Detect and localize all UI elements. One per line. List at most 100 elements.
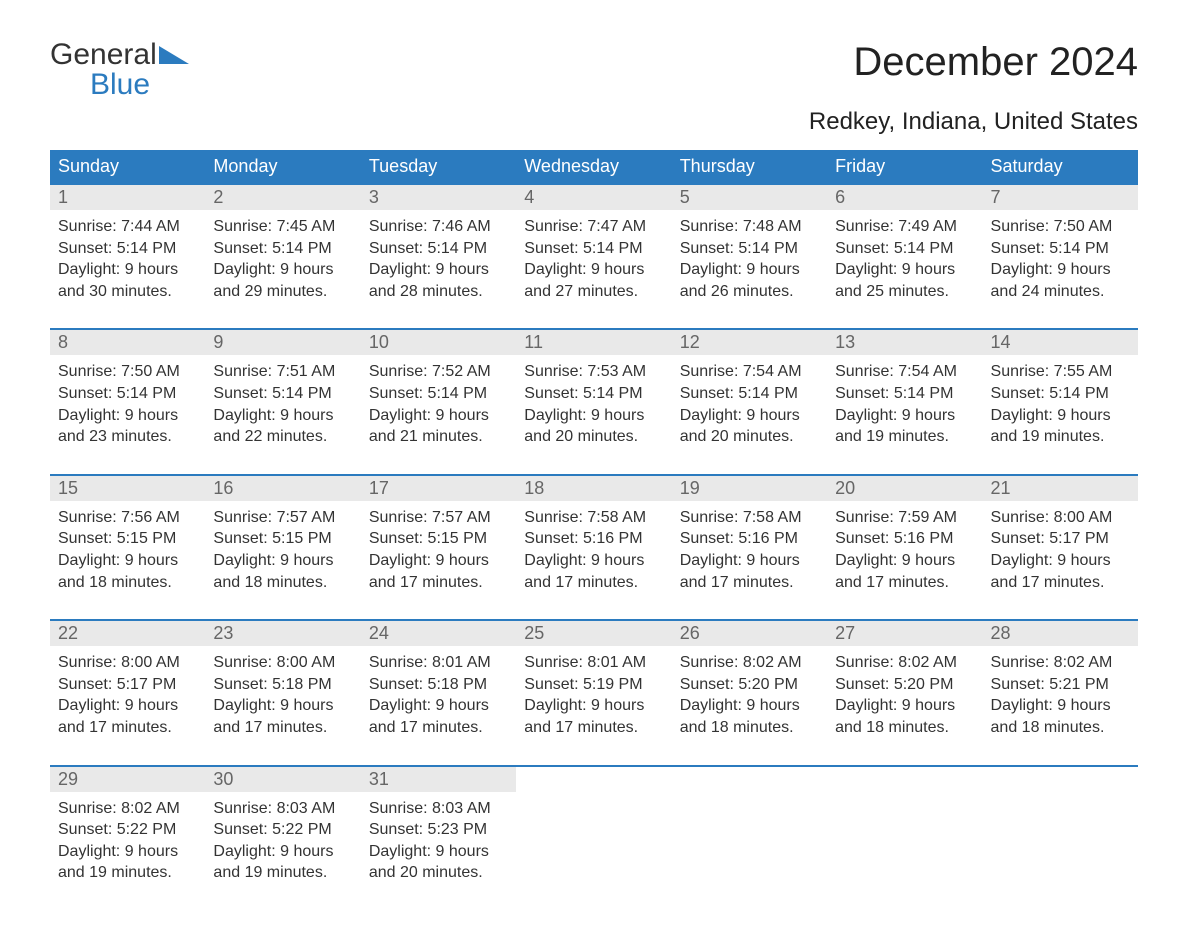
sunset-text: Sunset: 5:14 PM [524, 238, 663, 260]
dl1-text: Daylight: 9 hours [991, 405, 1130, 427]
day-number: 29 [58, 769, 78, 789]
day-content-cell: Sunrise: 8:01 AMSunset: 5:19 PMDaylight:… [516, 646, 671, 765]
week-daynum-row: 29 30 31 [50, 766, 1138, 792]
day-content-cell: Sunrise: 7:57 AMSunset: 5:15 PMDaylight:… [205, 501, 360, 620]
day-content-cell: Sunrise: 7:56 AMSunset: 5:15 PMDaylight:… [50, 501, 205, 620]
sunrise-text: Sunrise: 7:58 AM [680, 507, 819, 529]
day-number: 12 [680, 332, 700, 352]
dl1-text: Daylight: 9 hours [835, 695, 974, 717]
day-number-cell: 3 [361, 184, 516, 210]
dl2-text: and 19 minutes. [58, 862, 197, 884]
dl2-text: and 17 minutes. [991, 572, 1130, 594]
dl1-text: Daylight: 9 hours [369, 405, 508, 427]
day-number: 23 [213, 623, 233, 643]
dl1-text: Daylight: 9 hours [369, 550, 508, 572]
day-number-cell: 18 [516, 475, 671, 501]
sunrise-text: Sunrise: 7:48 AM [680, 216, 819, 238]
day-number-cell [983, 766, 1138, 792]
sunrise-text: Sunrise: 7:57 AM [369, 507, 508, 529]
dl1-text: Daylight: 9 hours [369, 259, 508, 281]
sunrise-text: Sunrise: 7:45 AM [213, 216, 352, 238]
dl2-text: and 22 minutes. [213, 426, 352, 448]
dl2-text: and 25 minutes. [835, 281, 974, 303]
sunset-text: Sunset: 5:23 PM [369, 819, 508, 841]
dl2-text: and 18 minutes. [213, 572, 352, 594]
dl1-text: Daylight: 9 hours [213, 695, 352, 717]
dl1-text: Daylight: 9 hours [991, 259, 1130, 281]
day-number: 4 [524, 187, 534, 207]
day-content-cell: Sunrise: 7:53 AMSunset: 5:14 PMDaylight:… [516, 355, 671, 474]
sunset-text: Sunset: 5:16 PM [680, 528, 819, 550]
sunrise-text: Sunrise: 7:50 AM [991, 216, 1130, 238]
day-number: 13 [835, 332, 855, 352]
sunset-text: Sunset: 5:14 PM [991, 383, 1130, 405]
sunrise-text: Sunrise: 7:59 AM [835, 507, 974, 529]
day-content-cell: Sunrise: 7:51 AMSunset: 5:14 PMDaylight:… [205, 355, 360, 474]
dl1-text: Daylight: 9 hours [524, 695, 663, 717]
day-number: 30 [213, 769, 233, 789]
day-content-cell: Sunrise: 8:02 AMSunset: 5:22 PMDaylight:… [50, 792, 205, 910]
sunset-text: Sunset: 5:15 PM [58, 528, 197, 550]
day-number-cell: 22 [50, 620, 205, 646]
dl2-text: and 21 minutes. [369, 426, 508, 448]
day-number-cell: 11 [516, 329, 671, 355]
sunrise-text: Sunrise: 8:01 AM [369, 652, 508, 674]
day-number-cell: 31 [361, 766, 516, 792]
day-header: Sunday [50, 150, 205, 184]
sunrise-text: Sunrise: 7:58 AM [524, 507, 663, 529]
day-number-cell: 21 [983, 475, 1138, 501]
day-content-cell: Sunrise: 7:48 AMSunset: 5:14 PMDaylight:… [672, 210, 827, 329]
day-content-cell: Sunrise: 7:52 AMSunset: 5:14 PMDaylight:… [361, 355, 516, 474]
day-number-cell: 28 [983, 620, 1138, 646]
dl1-text: Daylight: 9 hours [524, 259, 663, 281]
sunrise-text: Sunrise: 7:52 AM [369, 361, 508, 383]
dl1-text: Daylight: 9 hours [680, 259, 819, 281]
day-number: 22 [58, 623, 78, 643]
day-number-cell: 14 [983, 329, 1138, 355]
day-content-cell [983, 792, 1138, 910]
week-content-row: Sunrise: 7:44 AMSunset: 5:14 PMDaylight:… [50, 210, 1138, 329]
day-number-cell: 16 [205, 475, 360, 501]
day-number: 20 [835, 478, 855, 498]
sunset-text: Sunset: 5:20 PM [835, 674, 974, 696]
sunset-text: Sunset: 5:14 PM [524, 383, 663, 405]
day-content-cell: Sunrise: 7:54 AMSunset: 5:14 PMDaylight:… [672, 355, 827, 474]
sunrise-text: Sunrise: 8:03 AM [213, 798, 352, 820]
day-number: 10 [369, 332, 389, 352]
dl2-text: and 30 minutes. [58, 281, 197, 303]
dl2-text: and 18 minutes. [991, 717, 1130, 739]
sunset-text: Sunset: 5:14 PM [680, 383, 819, 405]
dl1-text: Daylight: 9 hours [680, 405, 819, 427]
day-content-cell: Sunrise: 7:45 AMSunset: 5:14 PMDaylight:… [205, 210, 360, 329]
sunrise-sunset-calendar: General Blue December 2024 Redkey, India… [0, 0, 1188, 950]
sunrise-text: Sunrise: 7:49 AM [835, 216, 974, 238]
dl1-text: Daylight: 9 hours [213, 550, 352, 572]
dl1-text: Daylight: 9 hours [524, 550, 663, 572]
week-daynum-row: 891011121314 [50, 329, 1138, 355]
day-content-cell: Sunrise: 7:59 AMSunset: 5:16 PMDaylight:… [827, 501, 982, 620]
day-number: 6 [835, 187, 845, 207]
dl2-text: and 24 minutes. [991, 281, 1130, 303]
sunset-text: Sunset: 5:14 PM [58, 383, 197, 405]
day-content-cell: Sunrise: 8:00 AMSunset: 5:17 PMDaylight:… [983, 501, 1138, 620]
day-content-cell: Sunrise: 8:03 AMSunset: 5:22 PMDaylight:… [205, 792, 360, 910]
dl2-text: and 17 minutes. [213, 717, 352, 739]
sunset-text: Sunset: 5:14 PM [991, 238, 1130, 260]
dl1-text: Daylight: 9 hours [991, 695, 1130, 717]
day-header: Wednesday [516, 150, 671, 184]
dl2-text: and 18 minutes. [680, 717, 819, 739]
day-header: Thursday [672, 150, 827, 184]
day-number-cell: 29 [50, 766, 205, 792]
sunset-text: Sunset: 5:18 PM [369, 674, 508, 696]
dl1-text: Daylight: 9 hours [58, 550, 197, 572]
sunset-text: Sunset: 5:22 PM [213, 819, 352, 841]
day-number-cell: 8 [50, 329, 205, 355]
sunset-text: Sunset: 5:17 PM [991, 528, 1130, 550]
day-content-cell: Sunrise: 8:02 AMSunset: 5:20 PMDaylight:… [827, 646, 982, 765]
sunset-text: Sunset: 5:15 PM [213, 528, 352, 550]
day-number-cell: 2 [205, 184, 360, 210]
sunrise-text: Sunrise: 8:02 AM [680, 652, 819, 674]
dl2-text: and 17 minutes. [524, 717, 663, 739]
day-content-cell: Sunrise: 7:44 AMSunset: 5:14 PMDaylight:… [50, 210, 205, 329]
dl2-text: and 17 minutes. [524, 572, 663, 594]
